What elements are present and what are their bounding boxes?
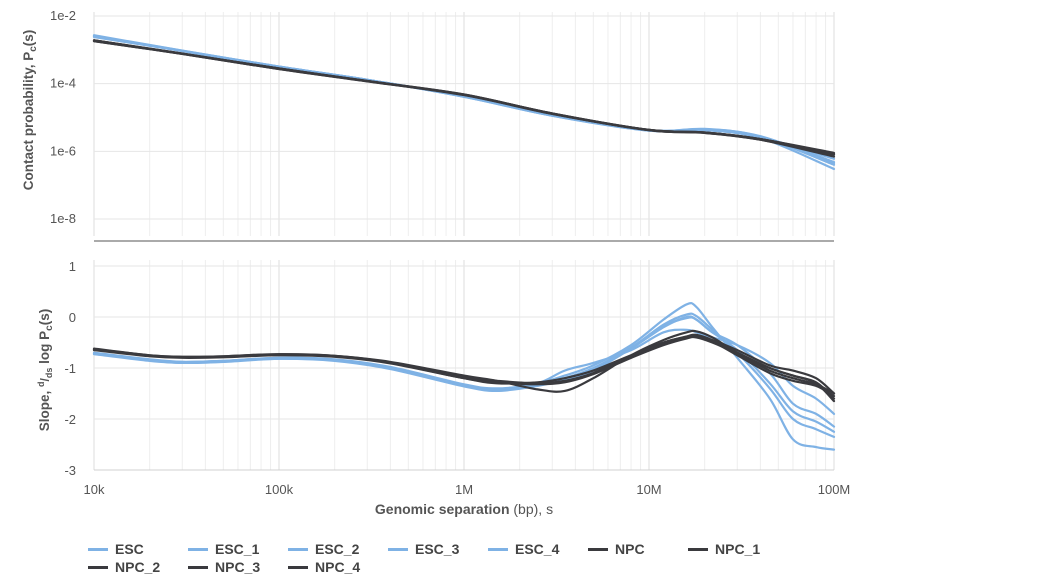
- bottom-y-tick-label: -3: [64, 463, 76, 478]
- bottom-y-tick-label: -1: [64, 361, 76, 376]
- x-tick-label: 10k: [84, 482, 105, 497]
- top-y-tick-labels: 1e-8 1e-6 1e-4 1e-2: [50, 8, 76, 226]
- legend-label: NPC_2: [115, 559, 161, 575]
- legend-swatch: [88, 565, 108, 569]
- x-axis-label: Genomic separation (bp), s: [375, 501, 553, 517]
- legend-swatch: [588, 547, 608, 551]
- legend-label: NPC_1: [715, 541, 761, 557]
- legend-label: ESC_1: [215, 541, 260, 557]
- legend-item-esc[interactable]: ESC: [88, 540, 144, 558]
- legend-label: NPC_3: [215, 559, 261, 575]
- legend-item-esc-4[interactable]: ESC_4: [488, 540, 559, 558]
- legend-swatch: [488, 547, 508, 551]
- top-y-tick-label: 1e-6: [50, 143, 76, 158]
- legend-swatch: [188, 565, 208, 569]
- legend-swatch: [188, 547, 208, 551]
- legend-swatch: [388, 547, 408, 551]
- legend-label: NPC_4: [315, 559, 361, 575]
- legend-swatch: [288, 547, 308, 551]
- legend-item-npc[interactable]: NPC: [588, 540, 645, 558]
- top-panel-series: [92, 34, 836, 171]
- bottom-panel-grid: [93, 260, 835, 471]
- x-tick-label: 1M: [455, 482, 473, 497]
- legend-label: ESC_4: [515, 541, 560, 557]
- legend-label: ESC: [115, 541, 144, 557]
- legend-item-esc-3[interactable]: ESC_3: [388, 540, 459, 558]
- legend-swatch: [88, 547, 108, 551]
- legend-item-esc-2[interactable]: ESC_2: [288, 540, 359, 558]
- legend-swatch: [288, 565, 308, 569]
- x-tick-label: 100M: [818, 482, 851, 497]
- x-tick-label: 10M: [636, 482, 661, 497]
- top-y-axis-label: Contact probability, Pc(s): [21, 30, 39, 191]
- legend-item-npc-3[interactable]: NPC_3: [188, 558, 260, 576]
- bottom-series-line-npc-4: [92, 334, 836, 400]
- bottom-panel-series: [92, 302, 836, 451]
- legend-item-esc-1[interactable]: ESC_1: [188, 540, 259, 558]
- legend-swatch: [688, 547, 708, 551]
- top-y-tick-label: 1e-2: [50, 8, 76, 23]
- bottom-series-line-esc-4: [92, 328, 836, 415]
- bottom-y-tick-label: 0: [69, 310, 76, 325]
- top-y-tick-label: 1e-8: [50, 211, 76, 226]
- legend-label: NPC: [615, 541, 645, 557]
- top-y-tick-label: 1e-4: [50, 76, 76, 91]
- bottom-y-tick-labels: -3 -2 -1 0 1: [64, 259, 76, 478]
- legend-label: ESC_3: [415, 541, 460, 557]
- bottom-y-tick-label: 1: [69, 259, 76, 274]
- top-series-line-npc-4: [92, 39, 836, 156]
- legend-label: ESC_2: [315, 541, 360, 557]
- legend-item-npc-4[interactable]: NPC_4: [288, 558, 360, 576]
- x-tick-labels: 10k 100k 1M 10M 100M: [84, 482, 851, 497]
- bottom-y-tick-label: -2: [64, 412, 76, 427]
- x-tick-label: 100k: [265, 482, 294, 497]
- legend: ESC ESC_1 ESC_2 ESC_3 ESC_4 NPC NPC_1 NPC_2 NPC_…: [88, 540, 788, 580]
- top-panel-grid: [93, 12, 835, 236]
- legend-item-npc-1[interactable]: NPC_1: [688, 540, 760, 558]
- legend-item-npc-2[interactable]: NPC_2: [88, 558, 160, 576]
- bottom-y-axis-label: Slope, d/ds log Pc(s): [36, 309, 55, 431]
- top-series-line-esc-4: [92, 35, 836, 171]
